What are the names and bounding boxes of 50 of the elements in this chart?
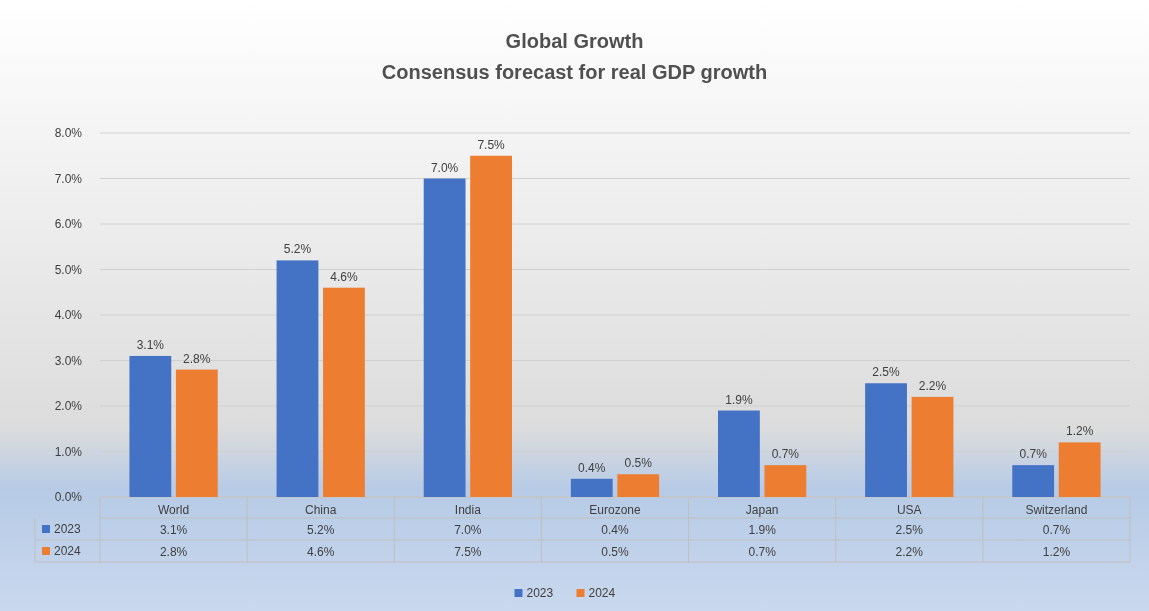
y-tick-label: 2.0% xyxy=(54,399,83,413)
data-label: 2.2% xyxy=(895,545,924,559)
y-tick-label: 5.0% xyxy=(54,262,83,277)
data-label: 7.0% xyxy=(454,523,482,537)
x-tick-label: India xyxy=(454,503,482,517)
data-label: 0.4% xyxy=(601,523,629,537)
data-label: 3.1% xyxy=(159,523,188,537)
text: 4.6% xyxy=(330,269,358,284)
text: 2.2% xyxy=(918,378,947,393)
legend-label: 2023 xyxy=(54,522,82,536)
data-label: 5.2% xyxy=(307,523,335,537)
text: 7.5% xyxy=(477,137,505,152)
data-label: 7.5% xyxy=(454,545,482,559)
text: 2023 xyxy=(526,586,554,600)
text: 1.9% xyxy=(725,392,753,407)
data-label: 0.5% xyxy=(601,545,629,559)
y-tick-label: 8.0% xyxy=(54,126,83,140)
x-tick-label: Eurozone xyxy=(589,503,642,517)
data-label: 1.2% xyxy=(1042,545,1071,559)
x-tick-label: USA xyxy=(896,503,922,517)
text: 2024 xyxy=(54,544,81,558)
data-label: 1.9% xyxy=(748,523,777,537)
x-tick-label: China xyxy=(305,503,337,517)
data-label: 0.7% xyxy=(748,545,777,559)
chart-subtitle: Consensus forecast for real GDP growth xyxy=(381,61,768,83)
text: 1.2% xyxy=(1065,424,1094,439)
x-tick-label: Japan xyxy=(745,503,779,517)
text: 0.7% xyxy=(1019,447,1047,462)
x-tick-label: World xyxy=(158,503,190,517)
text: 0.4% xyxy=(578,460,606,475)
text: 2.5% xyxy=(872,365,900,380)
data-label: 0.7% xyxy=(1042,523,1071,537)
y-tick-label: 0.0% xyxy=(54,490,83,504)
text: 0.7% xyxy=(771,447,800,462)
text: 5.2% xyxy=(283,242,312,257)
y-tick-label: 4.0% xyxy=(54,308,83,322)
data-label: 4.6% xyxy=(307,545,335,559)
y-tick-label: 7.0% xyxy=(54,171,83,186)
data-label: 2.8% xyxy=(159,545,188,559)
text: 7.0% xyxy=(430,160,459,175)
text: 3.1% xyxy=(136,337,165,352)
chart-title: Global Growth xyxy=(505,30,644,52)
x-tick-label: Switzerland xyxy=(1025,503,1088,517)
y-tick-label: 3.0% xyxy=(54,353,83,368)
text: 0.5% xyxy=(624,456,652,471)
text: 2.8% xyxy=(183,351,211,366)
y-tick-label: 1.0% xyxy=(54,444,83,459)
legend-label: 2024 xyxy=(588,586,616,600)
y-tick-label: 6.0% xyxy=(54,217,83,231)
data-label: 2.5% xyxy=(895,523,924,537)
